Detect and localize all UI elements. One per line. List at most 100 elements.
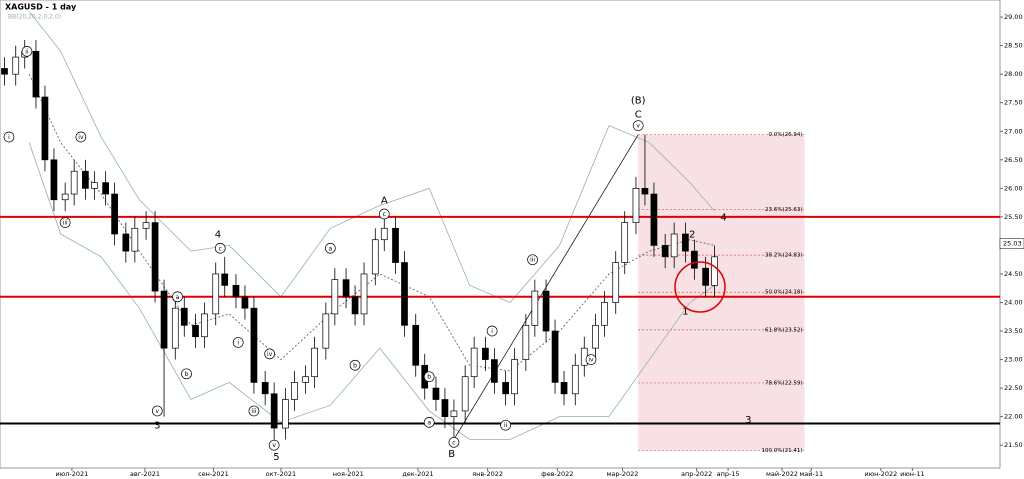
candle-body xyxy=(412,324,420,366)
wave-label: ii xyxy=(504,422,508,429)
wave-circle xyxy=(448,436,460,448)
wave-circle xyxy=(214,242,226,254)
wave-circle xyxy=(264,348,276,360)
x-tick-label: май-2022 xyxy=(766,470,798,478)
wave-label: iii xyxy=(63,220,68,227)
candle-body xyxy=(61,193,69,201)
wave-circle xyxy=(349,359,361,371)
fib-label: 23.6%(25.63) xyxy=(765,207,803,213)
candle-body xyxy=(41,96,49,161)
candle-body xyxy=(142,222,150,229)
candle-body xyxy=(192,324,199,338)
y-tick-label: 24.00 xyxy=(1004,298,1023,306)
bollinger-lower xyxy=(28,142,715,440)
x-tick-label: июн-11 xyxy=(900,470,925,478)
wave-label: iii xyxy=(251,408,256,415)
wave-label: a xyxy=(328,245,332,252)
candle-body xyxy=(542,290,550,332)
wave-label: i xyxy=(491,328,493,335)
y-tick-label: 28.50 xyxy=(1004,42,1023,50)
candle-body xyxy=(682,233,689,252)
candle-body xyxy=(522,324,530,360)
wave-label: 1 xyxy=(682,307,688,318)
wave-circle xyxy=(486,325,498,337)
candle-body xyxy=(102,182,109,195)
chart-title: XAGUSD - 1 day xyxy=(5,3,77,12)
fib-label: 61.8%(23.52) xyxy=(765,327,803,333)
x-tick-label: ноя-2021 xyxy=(333,470,364,478)
wave-circle xyxy=(172,291,183,303)
candle-body xyxy=(232,285,240,298)
wave-circle xyxy=(527,254,538,266)
candle-body xyxy=(151,222,159,292)
wave-label: v xyxy=(272,442,276,449)
candle-body xyxy=(621,222,629,263)
fib-label: 50.0%(24.18) xyxy=(765,290,803,296)
wave-circle xyxy=(151,405,163,417)
wave-label: A xyxy=(381,195,388,206)
price-tag-label: 25.03 xyxy=(1003,240,1022,248)
candle-body xyxy=(450,410,458,417)
candle-body xyxy=(291,382,298,400)
wave-label: c xyxy=(452,439,455,446)
wave-label: 3 xyxy=(745,415,751,426)
candle-body xyxy=(601,302,608,326)
y-tick-label: 22.00 xyxy=(1004,413,1023,421)
candle-body xyxy=(311,347,318,378)
wave-label: iv xyxy=(588,357,594,364)
y-tick-label: 21.50 xyxy=(1004,441,1023,449)
wave-label: ii xyxy=(25,48,29,55)
wave-circle xyxy=(423,416,435,428)
wave-label: 4 xyxy=(215,230,221,241)
candle-body xyxy=(401,262,408,326)
candle-body xyxy=(650,193,658,246)
x-tick-label: сен-2021 xyxy=(198,470,229,478)
candle-body xyxy=(491,359,498,383)
indicator-label: BB(20,20,2,0,2,0) xyxy=(8,14,61,21)
candle-body xyxy=(282,399,289,429)
wave-label: 2 xyxy=(689,230,695,241)
y-tick-label: 25.50 xyxy=(1004,213,1023,221)
candle-body xyxy=(331,279,339,315)
candle-body xyxy=(201,313,208,338)
candle-body xyxy=(592,324,599,349)
wave-label: i xyxy=(8,134,10,141)
candle-body xyxy=(322,313,330,349)
wave-label: b xyxy=(185,371,189,378)
candle-body xyxy=(1,68,8,75)
candle-body xyxy=(612,262,620,303)
wave-label: a xyxy=(176,294,180,301)
candle-body xyxy=(351,296,359,315)
x-tick-label: июн-2022 xyxy=(864,470,897,478)
candle-body xyxy=(131,227,139,252)
fib-box xyxy=(638,134,805,451)
candle-body xyxy=(91,182,98,189)
wave-label: 3 xyxy=(154,421,160,432)
candle-body xyxy=(632,187,640,223)
y-tick-label: 23.50 xyxy=(1004,327,1023,335)
candle-body xyxy=(250,307,258,383)
candle-body xyxy=(180,307,188,326)
candle-body xyxy=(432,387,440,400)
wave-label: iv xyxy=(267,351,273,358)
wave-circle xyxy=(500,419,511,431)
candle-body xyxy=(670,233,678,258)
candle-body xyxy=(482,347,489,360)
wave-label: b xyxy=(427,374,431,381)
candle-body xyxy=(580,347,588,366)
wave-circle xyxy=(75,131,87,143)
wave-label: 4 xyxy=(720,212,726,223)
y-tick-label: 26.50 xyxy=(1004,156,1023,164)
candle-body xyxy=(392,227,399,263)
fib-label: 100.0%(21.41) xyxy=(761,448,802,454)
x-tick-label: июл-2021 xyxy=(56,470,89,478)
candle-body xyxy=(12,56,20,75)
candle-body xyxy=(241,296,249,309)
x-tick-label: авг-2021 xyxy=(130,470,160,478)
x-tick-label: янв-2022 xyxy=(472,470,503,478)
wave-circle xyxy=(248,405,260,417)
wave-circle xyxy=(21,46,33,57)
candle-body xyxy=(111,193,118,235)
wave-label: v xyxy=(156,408,160,415)
